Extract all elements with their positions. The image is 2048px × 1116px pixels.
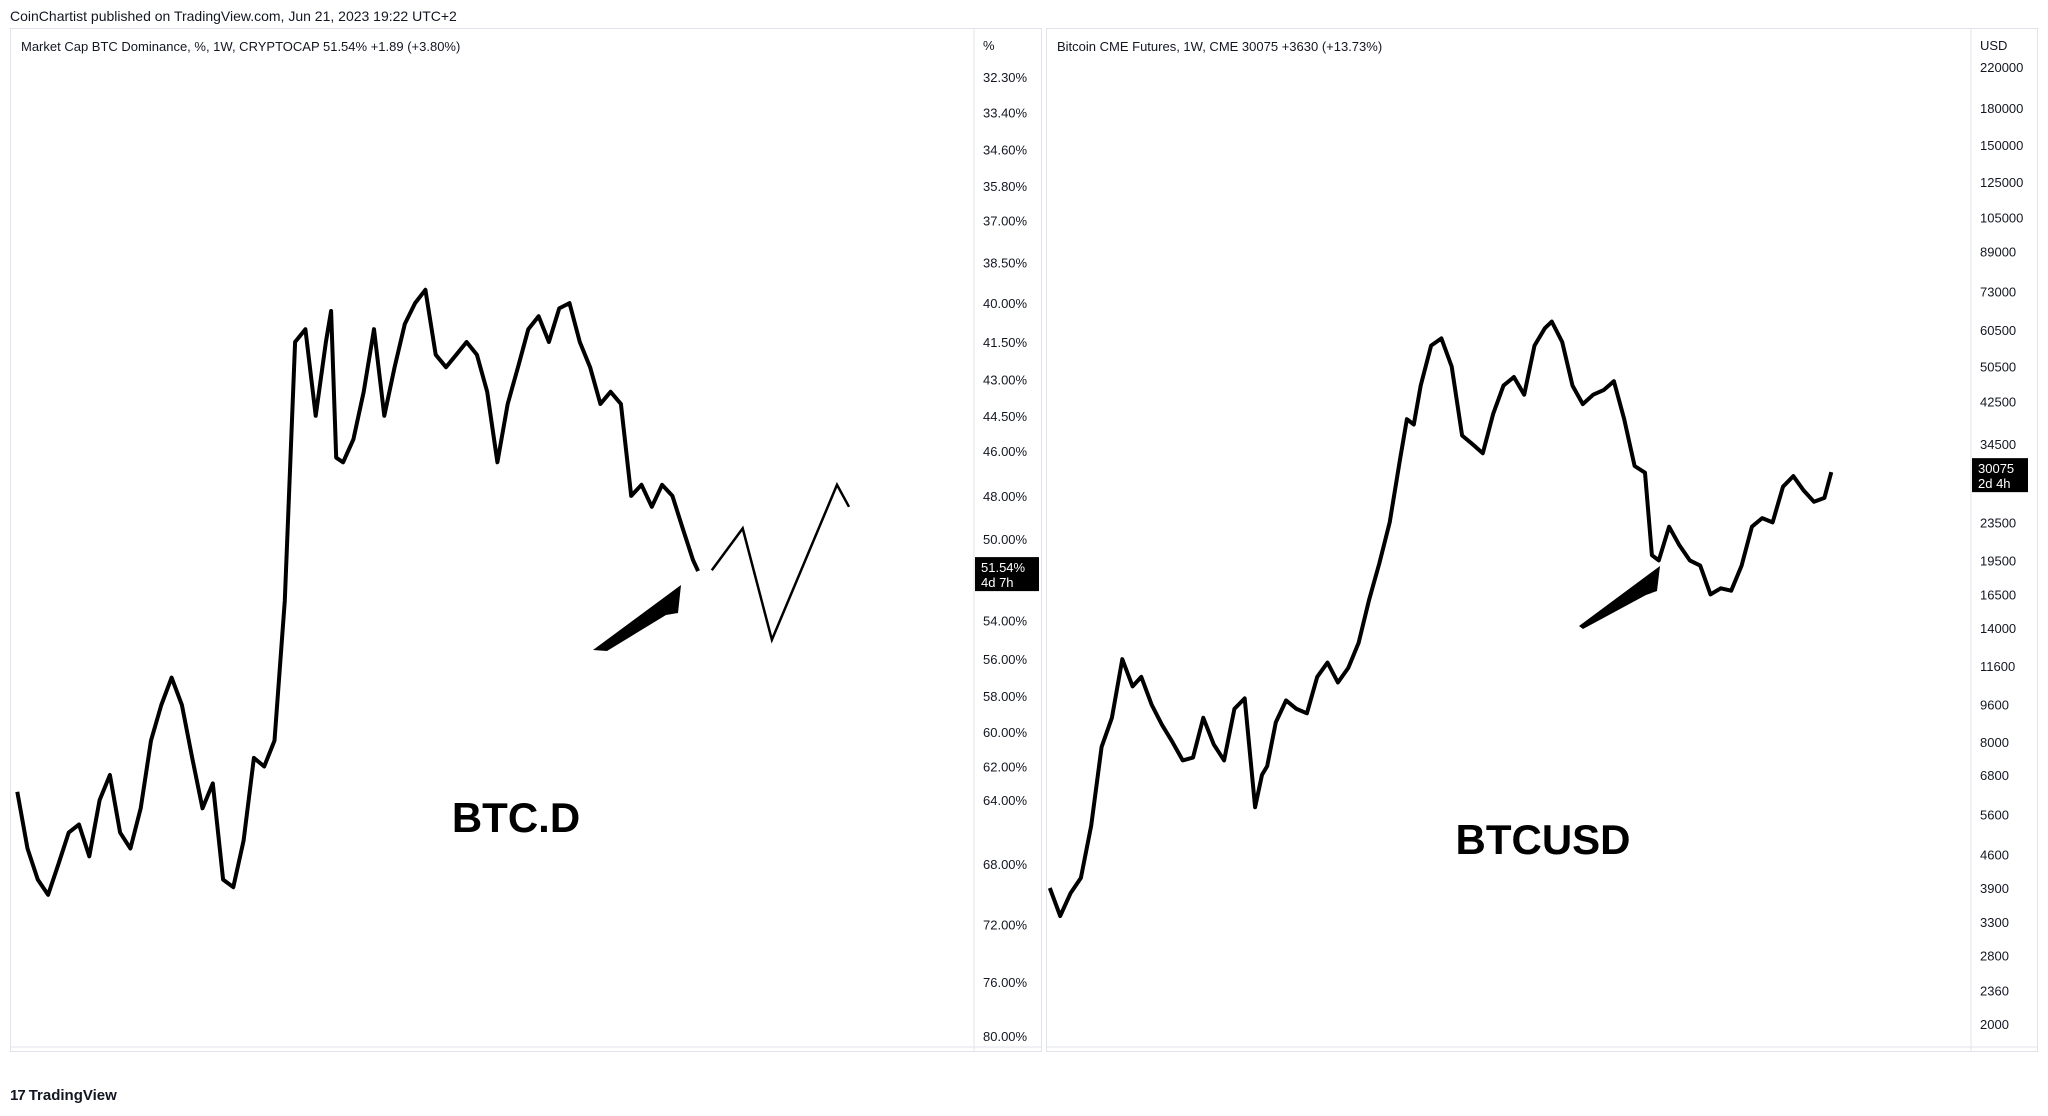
price-tick-label: 60.00% (983, 725, 1028, 740)
price-tick-label: 40.00% (983, 296, 1028, 311)
publisher-header: CoinChartist published on TradingView.co… (10, 8, 457, 24)
price-tick-label: 8000 (1980, 735, 2009, 750)
price-tick-label: 68.00% (983, 857, 1028, 872)
arrow-icon (593, 585, 681, 651)
price-tick-label: 89000 (1980, 244, 2016, 259)
price-tick-label: 58.00% (983, 689, 1028, 704)
price-tick-label: 220000 (1980, 60, 2023, 75)
price-tick-label: 11600 (1980, 659, 2015, 674)
last-value-label: 51.54% (981, 560, 1026, 575)
tradingview-footer[interactable]: 17 TradingView (10, 1087, 117, 1104)
price-tick-label: 34.60% (983, 143, 1028, 158)
price-tick-label: 2360 (1980, 983, 2009, 998)
price-tick-label: 32.30% (983, 70, 1028, 85)
price-tick-label: 73000 (1980, 285, 2016, 300)
countdown-label: 4d 7h (981, 575, 1014, 590)
price-tick-label: 56.00% (983, 652, 1028, 667)
price-tick-label: 14000 (1980, 621, 2016, 636)
countdown-label: 2d 4h (1978, 476, 2011, 491)
price-tick-label: 42500 (1980, 395, 2016, 410)
price-tick-label: 23500 (1980, 515, 2016, 530)
last-value-badge (975, 557, 1039, 592)
price-tick-label: 44.50% (983, 409, 1028, 424)
price-tick-label: 33.40% (983, 105, 1028, 120)
price-tick-label: 16500 (1980, 587, 2016, 602)
price-tick-label: 3900 (1980, 881, 2009, 896)
price-tick-label: 4600 (1980, 847, 2009, 862)
price-tick-label: 62.00% (983, 759, 1028, 774)
price-tick-label: 41.50% (983, 335, 1028, 350)
price-tick-label: 72.00% (983, 918, 1028, 933)
price-tick-label: 43.00% (983, 373, 1028, 388)
btc-dominance-chart[interactable]: 32.30% 33.40% 34.60% 35.80% 37.00% 38.50% 40.0… (11, 29, 1041, 1051)
price-tick-label: 54.00% (983, 613, 1028, 628)
price-tick-label: 48.00% (983, 489, 1028, 504)
btc-dominance-chart-pane[interactable]: Market Cap BTC Dominance, %, 1W, CRYPTOC… (10, 28, 1042, 1052)
btc-dominance-unit-label: % (983, 38, 995, 53)
price-tick-label: 3300 (1980, 915, 2009, 930)
btcusd-unit-label: USD (1980, 38, 2008, 53)
price-tick-label: 125000 (1980, 175, 2023, 190)
price-tick-label: 80.00% (983, 1029, 1028, 1044)
btcusd-legend: Bitcoin CME Futures, 1W, CME 30075 +3630… (1057, 39, 1383, 54)
btcusd-chart[interactable]: 220000 180000 150000 125000 105000 89000 73000… (1047, 29, 2037, 1051)
last-value-label: 30075 (1978, 461, 2014, 476)
arrow-icon (1579, 566, 1660, 629)
price-tick-label: 2000 (1980, 1017, 2009, 1032)
btcusd-series-line (1047, 319, 1834, 918)
btcusd-annotation: BTCUSD (1456, 816, 1631, 863)
price-tick-label: 5600 (1980, 807, 2009, 822)
last-value-badge (1972, 458, 2028, 493)
price-tick-label: 2800 (1980, 948, 2009, 963)
price-tick-label: 50500 (1980, 360, 2016, 375)
tradingview-logo-icon: 17 (10, 1087, 26, 1104)
price-tick-label: 50.00% (983, 532, 1028, 547)
btc-dominance-series-line (15, 287, 700, 897)
price-tick-label: 19500 (1980, 553, 2016, 568)
price-tick-label: 35.80% (983, 179, 1028, 194)
price-tick-label: 105000 (1980, 211, 2023, 226)
price-tick-label: 64.00% (983, 793, 1028, 808)
price-tick-label: 150000 (1980, 138, 2023, 153)
btcusd-chart-pane[interactable]: Bitcoin CME Futures, 1W, CME 30075 +3630… (1046, 28, 2038, 1052)
price-tick-label: 37.00% (983, 214, 1028, 229)
btc-dominance-legend: Market Cap BTC Dominance, %, 1W, CRYPTOC… (21, 39, 461, 54)
price-tick-label: 60500 (1980, 323, 2016, 338)
price-tick-label: 9600 (1980, 698, 2009, 713)
price-tick-label: 180000 (1980, 101, 2023, 116)
price-tick-label: 6800 (1980, 768, 2009, 783)
price-tick-label: 76.00% (983, 975, 1028, 990)
projection-path-line (710, 481, 851, 644)
price-tick-label: 46.00% (983, 444, 1028, 459)
footer-brand: TradingView (28, 1087, 117, 1104)
price-tick-label: 34500 (1980, 437, 2016, 452)
btc-d-annotation: BTC.D (452, 794, 580, 841)
price-tick-label: 38.50% (983, 256, 1028, 271)
